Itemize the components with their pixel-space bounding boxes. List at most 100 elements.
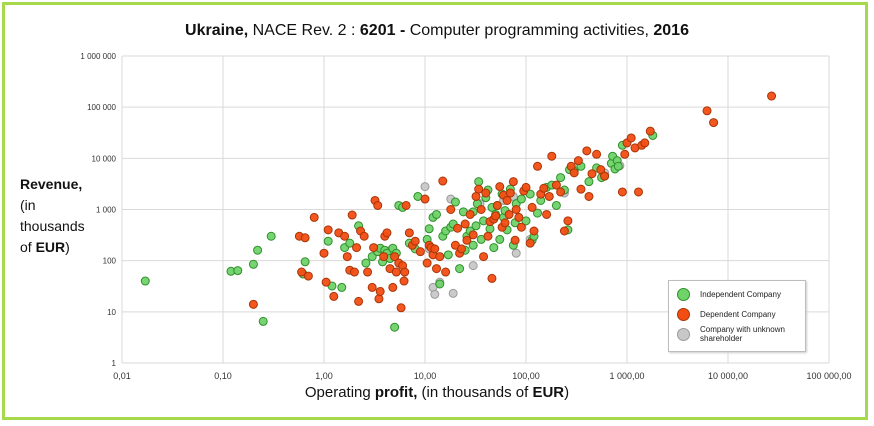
title-nace: NACE Rev. 2 : [248,22,360,39]
point-dependent [400,267,410,277]
point-dependent [582,146,592,156]
x-tick-label: 0,01 [113,371,131,381]
x-axis-label: Operating profit, (in thousands of EUR) [0,384,874,401]
point-independent [345,238,355,248]
legend-dependent-marker [677,308,690,321]
point-dependent [446,205,456,214]
point-dependent [396,303,406,313]
x-tick-label: 1 000,00 [609,371,644,381]
point-dependent [709,118,719,128]
point-dependent [626,133,636,143]
legend-item-independent: Independent Company [677,288,781,301]
point-independent [361,258,371,268]
point-dependent [511,205,521,214]
point-independent [424,224,434,234]
chart-title: Ukraine, NACE Rev. 2 : 6201 - Computer p… [0,22,874,40]
point-independent [390,322,400,332]
point-dependent [297,267,307,277]
point-independent [337,282,347,292]
x-label-post: ) [564,384,570,401]
point-dependent [544,191,554,201]
y-tick-labels: 1 10 100 1 000 10 000 100 000 1 000 000 [80,52,116,368]
point-independent [468,240,478,250]
point-dependent [483,231,493,241]
point-dependent [476,205,486,214]
point-independent [323,236,333,246]
point-dependent [525,238,535,248]
point-dependent [584,191,594,201]
y-tick-label: 10 [107,308,116,317]
point-independent [533,208,543,218]
point-dependent [374,294,384,304]
point-unknown [511,248,521,258]
y-tick-label: 1 000 [96,206,117,215]
legend-independent-label: Independent Company [700,290,781,299]
point-dependent [487,273,497,283]
point-dependent [495,182,505,192]
title-code: 6201 - [359,22,406,39]
point-dependent [479,252,489,262]
point-independent [443,250,453,260]
point-independent [253,245,263,255]
y-axis-label: Revenue, (in thousands of EUR) [20,174,110,258]
point-dependent [248,299,258,309]
point-dependent [347,210,357,220]
point-independent [266,231,276,241]
point-dependent [379,252,389,262]
point-dependent [491,211,501,221]
point-dependent [410,236,420,246]
point-dependent [547,151,557,161]
point-dependent [516,222,526,232]
point-dependent [492,200,502,210]
point-dependent [323,225,333,235]
point-dependent [401,200,411,210]
point-dependent [539,183,549,193]
point-dependent [587,169,597,179]
point-independent [556,173,566,183]
point-independent [435,279,445,289]
point-independent [471,221,481,231]
point-dependent [422,258,432,268]
y-label-line4-post: ) [65,239,70,255]
point-dependent [508,177,518,187]
point-dependent [399,276,409,286]
point-dependent [559,226,569,236]
point-dependent [300,233,310,243]
title-year: 2016 [653,22,689,39]
point-dependent [430,244,440,254]
point-dependent [640,138,650,148]
point-dependent [504,209,514,219]
point-unknown [468,261,478,271]
point-dependent [620,149,630,159]
point-independent [300,257,310,267]
x-tick-label: 100,00 [512,371,540,381]
point-dependent [319,248,329,258]
point-dependent [329,291,339,301]
legend-item-unknown: Company with unknown shareholder [677,325,795,343]
point-dependent [349,267,359,277]
legend: Independent Company Dependent Company Co… [668,280,806,352]
point-dependent [474,184,484,194]
point-dependent [390,252,400,262]
point-dependent [438,176,448,186]
point-dependent [303,271,313,281]
y-tick-label: 10 000 [92,154,117,163]
y-label-bold: Revenue, [20,176,83,192]
point-independent [474,177,484,187]
point-dependent [592,149,602,159]
point-dependent [404,228,414,238]
point-dependent [415,247,425,257]
point-dependent [352,243,362,253]
point-dependent [468,230,478,240]
point-independent [495,234,505,244]
point-dependent [460,219,470,229]
point-unknown [448,288,458,298]
x-tick-labels: 0,01 0,10 1,00 10,00 100,00 1 000,00 10 000,00… [113,371,851,381]
legend-independent-marker [677,288,690,301]
point-independent [489,243,499,253]
y-label-line4-pre: of [20,239,36,255]
grid-lines [121,55,830,364]
legend-dependent-label: Dependent Company [700,310,776,319]
title-country: Ukraine, [185,22,249,39]
point-unknown [430,289,440,299]
